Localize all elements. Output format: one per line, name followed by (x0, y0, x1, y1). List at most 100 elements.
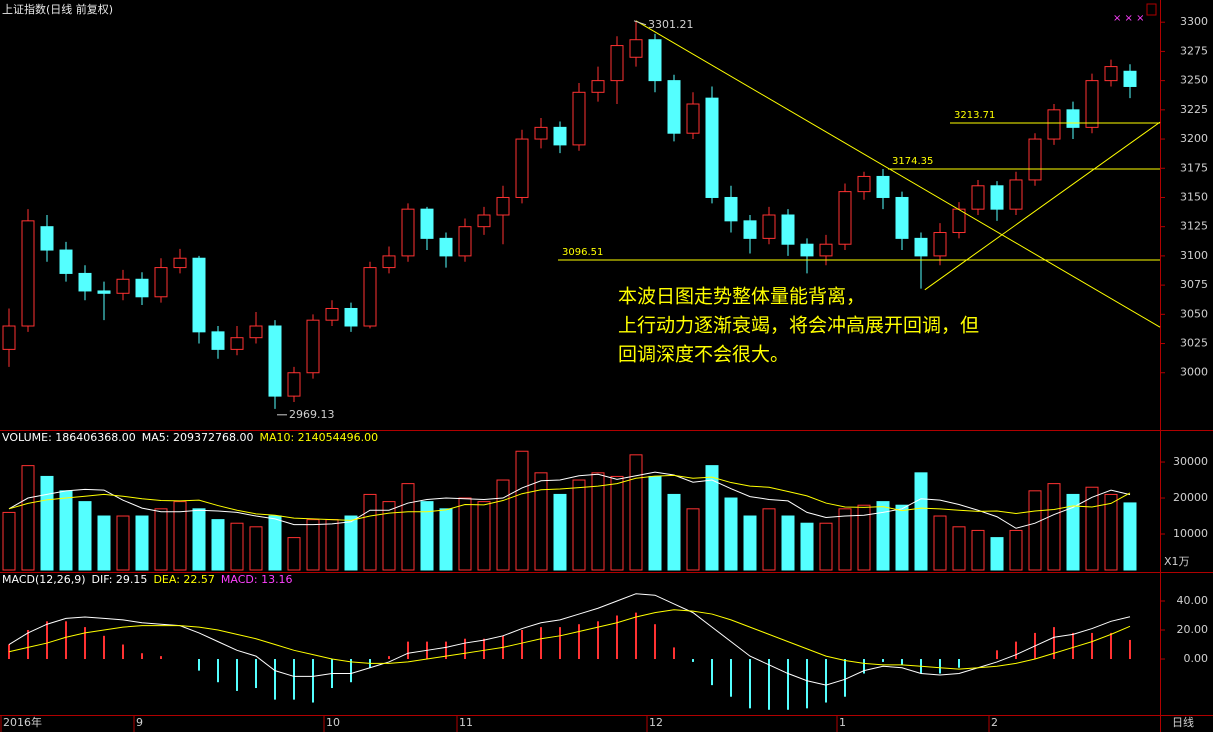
candle-body (1123, 70, 1137, 87)
volume-bar (800, 522, 814, 571)
candle-body (1028, 138, 1042, 181)
candle-body (534, 126, 548, 140)
volume-bar (743, 515, 757, 571)
candle-body (876, 175, 890, 198)
volume-bar (477, 501, 491, 571)
trend-line (635, 20, 1161, 328)
candle-body (572, 91, 586, 146)
candle-body (971, 185, 985, 210)
volume-bar (230, 522, 244, 571)
legend-entry: MACD: 13.16 (221, 573, 293, 586)
candle-body (553, 126, 567, 146)
candle-body (40, 226, 54, 251)
candle-body (249, 325, 263, 339)
candle-body (211, 331, 225, 350)
y-tick-label: 3050 (1180, 307, 1208, 320)
x-tick-label: 12 (649, 716, 663, 729)
volume-bar (591, 472, 605, 571)
annotation: 回调深度不会很大。 (618, 344, 789, 366)
candle-body (458, 226, 472, 257)
candle-body (192, 257, 206, 333)
candle-body (724, 196, 738, 222)
volume-bar (78, 501, 92, 571)
y-tick-label: 30000 (1173, 455, 1208, 468)
volume-bar (1104, 493, 1118, 571)
candle-body (762, 214, 776, 239)
y-tick-label: 3225 (1180, 103, 1208, 116)
volume-bar (2, 511, 16, 571)
x-tick-label: 2 (991, 716, 998, 729)
ma-line (8, 474, 1131, 521)
y-tick-label: 3000 (1180, 366, 1208, 379)
volume-bar (382, 501, 396, 571)
y-tick-label: 3175 (1180, 161, 1208, 174)
volume-bar (686, 508, 700, 571)
volume-bar (705, 465, 719, 571)
volume-bar (572, 479, 586, 571)
candle-body (173, 257, 187, 269)
volume-bar (762, 508, 776, 571)
candle-body (401, 208, 415, 257)
candle-body (306, 319, 320, 374)
candle-body (990, 185, 1004, 210)
candle-body (819, 243, 833, 257)
x-tick-label: 11 (459, 716, 473, 729)
candle-body (97, 290, 111, 294)
candle-body (154, 267, 168, 298)
candle-body (838, 191, 852, 245)
legend-entry: MACD(12,26,9) (2, 573, 86, 586)
candle-body (1066, 109, 1080, 128)
volume-bar (40, 475, 54, 571)
x-tick-label: 1 (839, 716, 846, 729)
trough-label: 2969.13 (289, 408, 335, 421)
peak-arrow (633, 20, 647, 26)
candle-body (686, 103, 700, 134)
icon: × × × (1113, 13, 1145, 24)
volume-bar (648, 475, 662, 571)
candle-body (1009, 179, 1023, 210)
candle-body (914, 237, 928, 257)
candle-body (800, 243, 814, 257)
candle-body (591, 80, 605, 93)
volume-bar (819, 522, 833, 571)
y-tick-label: 3300 (1180, 15, 1208, 28)
volume-bar (914, 472, 928, 571)
volume-bar (306, 519, 320, 571)
y-tick-label: 40.00 (1177, 594, 1209, 607)
candle-body (705, 97, 719, 198)
candle-body (667, 80, 681, 134)
y-tick-label: 20000 (1173, 491, 1208, 504)
volume-bar (173, 501, 187, 571)
volume-bar (933, 515, 947, 571)
volume-bar (458, 497, 472, 571)
x-tick-label: 9 (136, 716, 143, 729)
candle-body (439, 237, 453, 257)
level-label: 3096.51 (562, 247, 603, 258)
volume-bar (1028, 490, 1042, 571)
volume-bar (401, 483, 415, 571)
volume-bar (192, 508, 206, 571)
volume-bar (116, 515, 130, 571)
candle-body (135, 278, 149, 298)
legend-entry: DEA: 22.57 (153, 573, 214, 586)
y-tick-label: 3025 (1180, 337, 1208, 350)
volume-bar (363, 493, 377, 571)
y-tick-label: 0.00 (1184, 652, 1209, 665)
volume-bar (268, 515, 282, 571)
candle-body (895, 196, 909, 239)
candle-body (933, 232, 947, 257)
legend-entry: DIF: 29.15 (92, 573, 148, 586)
period-label: 日线 (1172, 715, 1194, 729)
candle-body (1047, 109, 1061, 140)
volume-bar (990, 537, 1004, 571)
y-tick-label: 3250 (1180, 74, 1208, 87)
candle-body (477, 214, 491, 228)
candle-body (420, 208, 434, 239)
candle-body (230, 337, 244, 350)
volume-bar (287, 537, 301, 571)
candle-body (2, 325, 16, 350)
volume-bar (344, 515, 358, 571)
volume-bar (154, 508, 168, 571)
y-tick-label: 3275 (1180, 44, 1208, 57)
